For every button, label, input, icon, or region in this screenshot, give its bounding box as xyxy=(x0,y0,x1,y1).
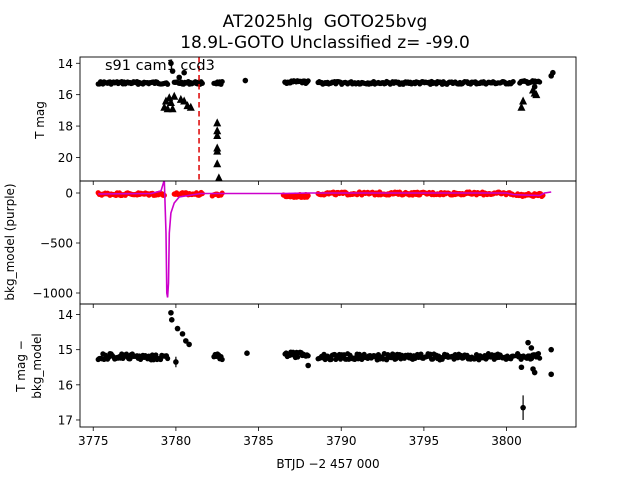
data-point xyxy=(328,356,334,363)
data-point xyxy=(168,60,174,67)
top-panel-magnitude: 14 16 18 20 xyxy=(58,56,577,185)
panel-frame xyxy=(79,303,577,428)
x-axis-label: BTJD −2 457 000 xyxy=(276,457,379,471)
data-point xyxy=(199,80,205,86)
upper-limit-marker xyxy=(180,96,189,105)
bottom-panel-ylabel-line2: bkg_model xyxy=(30,333,44,399)
data-point xyxy=(305,362,311,369)
data-point xyxy=(219,356,225,363)
middle-panel-ylabel: bkg_model (purple) xyxy=(3,183,17,300)
data-point xyxy=(242,77,249,84)
upper-limit-marker xyxy=(213,126,222,135)
upper-limit-marker xyxy=(213,159,222,168)
data-point xyxy=(179,331,186,337)
upper-limit-marker xyxy=(519,96,528,105)
data-point xyxy=(244,350,250,357)
figure-title-line2: 18.9L-GOTO Unclassified z= -99.0 xyxy=(180,33,470,53)
data-point xyxy=(157,356,164,363)
data-point xyxy=(165,81,171,87)
x-tick-label: 3795 xyxy=(409,434,440,448)
top-panel-ylabel: T mag xyxy=(33,101,47,140)
top-panel-annotation: s91 cam1 ccd3 xyxy=(105,58,215,74)
data-point xyxy=(186,341,192,348)
data-point xyxy=(305,353,311,359)
x-tick-label: 3780 xyxy=(161,434,192,448)
upper-limit-marker xyxy=(517,102,526,111)
data-point xyxy=(531,369,538,376)
upper-limit-marker xyxy=(215,173,223,181)
upper-limit-marker xyxy=(213,130,222,139)
panel-frame xyxy=(79,56,577,182)
data-point xyxy=(295,354,301,360)
upper-limit-marker xyxy=(213,118,222,127)
y-tick-label: 17 xyxy=(58,413,73,427)
y-tick-label: −1000 xyxy=(32,287,73,301)
y-tick-label: 16 xyxy=(58,88,73,102)
x-tick-label: 3775 xyxy=(78,434,109,448)
data-point xyxy=(168,309,174,316)
y-tick-label: 16 xyxy=(58,378,73,392)
data-point xyxy=(165,355,171,362)
data-point xyxy=(305,78,311,84)
x-tick-label: 3785 xyxy=(243,434,274,448)
data-point xyxy=(535,351,542,357)
data-point xyxy=(525,339,531,346)
y-tick-label: 20 xyxy=(58,151,73,165)
bkg-model-line xyxy=(98,181,552,298)
upper-limit-marker xyxy=(186,102,195,111)
data-point xyxy=(282,79,288,85)
panel-frame xyxy=(79,180,577,305)
upper-limit-marker xyxy=(168,104,177,113)
data-point xyxy=(219,78,225,85)
upper-limit-marker xyxy=(532,90,541,99)
y-tick-label: 15 xyxy=(58,343,73,357)
plot-area xyxy=(95,309,554,420)
data-point xyxy=(548,371,554,378)
data-point xyxy=(153,352,159,358)
upper-limit-marker xyxy=(166,98,175,107)
upper-limit-marker xyxy=(170,91,179,100)
plot-area xyxy=(95,181,552,298)
data-point xyxy=(181,69,187,76)
data-point xyxy=(418,351,424,357)
data-point xyxy=(528,345,535,351)
upper-limit-marker xyxy=(213,146,222,155)
data-point xyxy=(183,338,189,344)
bottom-panel-ylabel-line1: T mag − xyxy=(14,340,28,393)
data-point xyxy=(518,364,525,371)
y-tick-label: 14 xyxy=(58,308,73,322)
middle-panel-background: 0 −500 −1000 xyxy=(32,180,577,308)
data-point xyxy=(176,74,182,81)
data-point xyxy=(168,317,175,323)
x-tick-label: 3790 xyxy=(326,434,357,448)
bkg-data-point xyxy=(305,193,311,199)
data-point xyxy=(537,355,543,361)
figure-title-line1: AT2025hlg GOTO25bvg xyxy=(223,12,428,32)
data-point xyxy=(169,68,176,74)
y-tick-label: −500 xyxy=(40,237,73,251)
data-point xyxy=(548,346,554,353)
bottom-panel-corrected: 14 15 16 17 3775 3780 3785 3790 3795 3800 xyxy=(58,303,577,448)
y-tick-label: 18 xyxy=(58,120,73,134)
data-point xyxy=(174,325,181,332)
y-tick-label: 14 xyxy=(58,57,73,71)
plot-area xyxy=(95,57,556,181)
data-point xyxy=(550,69,556,76)
y-tick-label: 0 xyxy=(65,187,73,201)
data-point xyxy=(537,79,543,85)
data-point xyxy=(510,78,516,85)
x-tick-label: 3800 xyxy=(491,434,522,448)
